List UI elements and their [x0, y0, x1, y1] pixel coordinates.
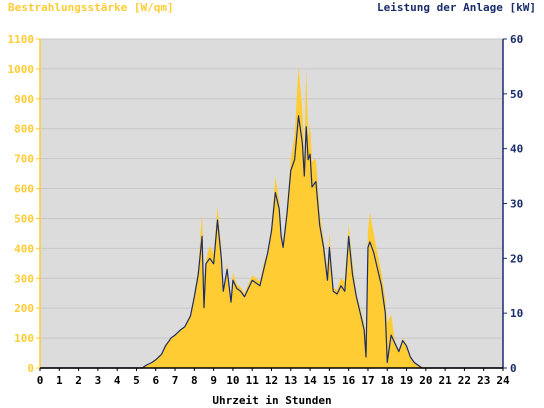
x-tick-label: 0: [37, 374, 44, 387]
irradiance-area: [40, 65, 503, 369]
y-right-tick-label: 50: [510, 88, 523, 101]
x-tick-label: 7: [172, 374, 179, 387]
y-left-tick-label: 1000: [8, 63, 35, 76]
y-left-tick-label: 700: [14, 153, 34, 166]
y-left-tick-label: 400: [14, 242, 34, 255]
y-left-tick-label: 900: [14, 93, 34, 106]
y-left-tick-label: 1100: [8, 33, 35, 46]
y-left-tick-label: 300: [14, 272, 34, 285]
y-right-tick-label: 20: [510, 252, 523, 265]
power-line: [40, 115, 503, 369]
axes: 0100200300400500600700800900100011000102…: [8, 33, 524, 387]
x-tick-label: 8: [191, 374, 198, 387]
y-left-tick-label: 500: [14, 212, 34, 225]
x-tick-label: 13: [284, 374, 297, 387]
x-tick-label: 1: [56, 374, 63, 387]
x-tick-label: 9: [210, 374, 217, 387]
x-tick-label: 14: [303, 374, 317, 387]
x-tick-label: 19: [400, 374, 413, 387]
y-left-tick-label: 0: [27, 362, 34, 375]
x-tick-label: 24: [496, 374, 510, 387]
y-right-tick-label: 0: [510, 362, 517, 375]
x-tick-label: 22: [458, 374, 471, 387]
left-axis-label: Bestrahlungsstärke [W/qm]: [8, 1, 174, 14]
y-left-tick-label: 100: [14, 332, 34, 345]
x-tick-label: 10: [226, 374, 239, 387]
y-left-tick-label: 600: [14, 183, 34, 196]
x-tick-label: 15: [323, 374, 336, 387]
y-right-tick-label: 10: [510, 307, 523, 320]
x-tick-label: 2: [75, 374, 82, 387]
x-tick-label: 18: [381, 374, 394, 387]
x-tick-label: 17: [361, 374, 374, 387]
x-tick-label: 11: [246, 374, 260, 387]
x-tick-label: 21: [439, 374, 453, 387]
y-left-tick-label: 200: [14, 302, 34, 315]
y-right-tick-label: 30: [510, 198, 523, 211]
right-axis-label: Leistung der Anlage [kW]: [377, 1, 536, 14]
x-tick-label: 16: [342, 374, 356, 387]
x-axis-label: Uhrzeit in Stunden: [212, 394, 332, 407]
x-tick-label: 3: [95, 374, 102, 387]
y-right-tick-label: 40: [510, 143, 523, 156]
x-tick-label: 5: [133, 374, 140, 387]
y-right-tick-label: 60: [510, 33, 523, 46]
x-tick-label: 20: [419, 374, 432, 387]
y-left-tick-label: 800: [14, 123, 34, 136]
x-tick-label: 12: [265, 374, 278, 387]
x-tick-label: 6: [152, 374, 159, 387]
x-tick-label: 23: [477, 374, 490, 387]
series-layer: [40, 65, 503, 369]
x-tick-label: 4: [114, 374, 121, 387]
